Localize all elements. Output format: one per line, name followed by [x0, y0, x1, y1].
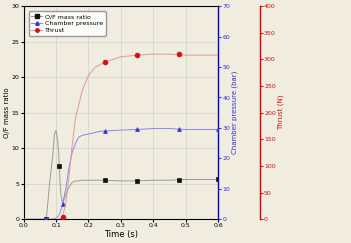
Y-axis label: Thrust (N): Thrust (N) [277, 95, 284, 130]
X-axis label: Time (s): Time (s) [104, 230, 138, 239]
Y-axis label: Chamber pressure (bar): Chamber pressure (bar) [232, 71, 238, 154]
Legend: O/F mass ratio, Chamber pressure, Thrust: O/F mass ratio, Chamber pressure, Thrust [29, 11, 106, 36]
Y-axis label: O/F mass ratio: O/F mass ratio [4, 87, 10, 138]
